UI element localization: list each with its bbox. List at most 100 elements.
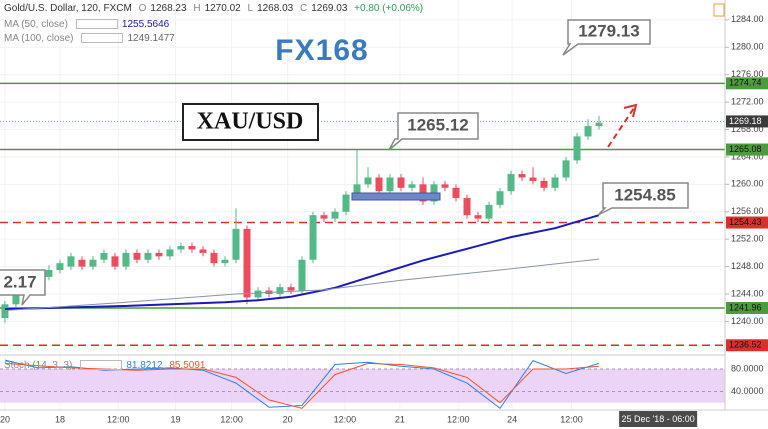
ohlc-label: L [247,3,254,14]
y-tick-label: 1268.00 [731,124,764,134]
candle-body [12,294,20,305]
candle-body [67,256,75,267]
x-tick-label: 12:00 [334,414,357,424]
legend-value: 85.5091 [169,360,206,371]
level-price-box [726,143,768,156]
candle-body [320,215,328,219]
callout: 2.17 [0,269,46,306]
y-tick-label: 1252.00 [731,234,764,244]
x-tick-label: 12:00 [107,414,130,424]
candle-body [276,287,284,295]
levels [0,82,725,347]
candle-body [232,228,240,260]
candle-body [56,263,64,271]
candle-body [474,215,482,219]
y-tick-label: 1284.00 [731,14,764,24]
level-price-label: 1241.96 [729,302,762,312]
legend-value: 81.8212 [126,360,163,371]
candle-body [298,259,306,291]
candle-body [144,252,152,260]
legend-name: Stoch (14, 3, 3) [4,360,73,371]
level-price-box [726,339,768,352]
drawn-box [351,192,441,201]
candle-body [353,184,361,195]
candle-body [463,198,471,216]
candle-body [133,252,141,260]
grid [0,0,725,410]
stoch-tick-label: 80.0000 [731,363,764,373]
candle-body [584,126,592,137]
candle-body [89,259,97,267]
alert-icon [713,3,725,17]
y-tick-label: 1248.00 [731,261,764,271]
arrow-head [623,103,638,118]
ohlc-value: 1270.02 [204,3,241,14]
legend-name: MA (100, close) [4,33,74,44]
ma-line [4,214,600,311]
candle-body [243,228,251,298]
ohlc-label: H [193,3,201,14]
ohlc-value: 1268.23 [150,3,187,14]
level-price-label: 1254.43 [729,217,762,227]
level-price-label: 1265.08 [729,144,762,154]
candle-body [397,177,405,188]
x-tick-label: 12:00 [220,414,243,424]
candle-body [210,252,218,264]
candle-body [518,174,526,178]
candle-body [485,204,493,219]
crosshair-label: 25 Dec '18 - 06:00 [622,414,695,424]
candle-body [496,191,504,205]
level-price-box [726,216,768,229]
x-tick-label: 24 [507,414,517,424]
candle-body [45,270,53,277]
x-tick-label: 18 [55,414,65,424]
y-tick-label: 1260.00 [731,179,764,189]
ma-legend: MA (100, close) 1249.1477 [4,33,179,44]
forecast-arrow [607,107,635,148]
candle-body [375,177,383,192]
callout: 1265.12 [388,112,479,151]
candle-body [540,180,548,188]
candle-body [78,259,86,267]
candle-body [254,290,262,298]
symbol: Gold/U.S. Dollar, 120, FXCM [4,3,132,14]
candle-body [529,177,537,181]
legend-icons [80,360,123,371]
candle-body [122,252,130,267]
y-tick-label: 1276.00 [731,69,764,79]
ohlc-label: O [138,3,147,14]
level-price-box [726,77,768,90]
last-price-box [726,115,768,128]
stoch-tick-label: 40.0000 [731,386,764,396]
callout-text: 1279.13 [578,21,639,40]
x-tick-label: 12:00 [447,414,470,424]
legend-value: 1249.1477 [127,33,175,44]
candle-body [188,246,196,250]
candle-body [100,252,108,260]
candle-body [595,122,603,127]
ohlc-label: C [300,3,308,14]
title-text: XAU/USD [197,109,304,135]
ohlc-value: 1268.03 [257,3,294,14]
level-price-box [726,301,768,314]
candle-body [452,187,460,199]
x-tick-label: 19 [170,414,180,424]
x-tick-label: 20 [0,414,10,424]
candle-body [408,184,416,188]
callout-text: 1254.85 [614,185,675,204]
candle-body [111,256,119,267]
candle-body [331,211,339,219]
candle-body [177,246,185,250]
candle-body [166,249,174,257]
y-tick-label: 1240.00 [731,316,764,326]
ma-line [4,258,600,311]
stoch-band [0,369,725,403]
x-tick-label: 12:00 [560,414,583,424]
candle-body [507,174,515,192]
candle-body [562,160,570,178]
axes: 1284.00 1280.00 1276.00 1272.00 1268.00 1264.… [0,14,768,427]
candle-body [441,184,449,188]
legend-icons [81,33,124,44]
